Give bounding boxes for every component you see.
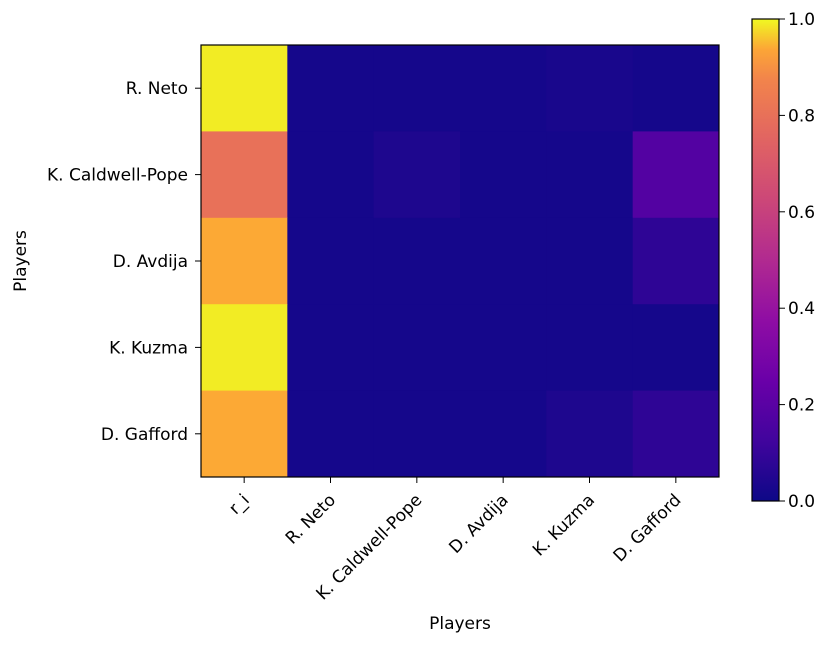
colorbar-tick-label: 0.8: [788, 106, 815, 126]
heatmap-cell: [287, 217, 375, 305]
y-tick-label: K. Kuzma: [109, 338, 188, 358]
heatmap-cell: [546, 131, 634, 219]
heatmap-cell: [460, 131, 547, 219]
heatmap-cell: [460, 217, 547, 305]
y-axis: R. Neto K. Caldwell-Pope D. Avdija K. Kuzma…: [47, 79, 201, 445]
heatmap-cell: [546, 45, 634, 132]
colorbar: [751, 18, 780, 502]
colorbar-tick-label: 1.0: [788, 10, 815, 30]
heatmap-cell: [201, 304, 288, 392]
y-tick-label: K. Caldwell-Pope: [47, 166, 188, 186]
colorbar-tick-label: 0.4: [788, 299, 815, 319]
heatmap-cell: [287, 131, 375, 219]
heatmap-cell: [373, 131, 461, 219]
heatmap-cell: [546, 390, 634, 478]
y-axis-label: Players: [11, 230, 31, 292]
colorbar-tick-label: 0.2: [788, 396, 815, 416]
x-tick-label: D. Avdija: [445, 490, 512, 557]
heatmap-cell: [201, 217, 288, 305]
heatmap-cell: [546, 217, 634, 305]
x-tick-label: r_i: [225, 490, 253, 518]
y-tick-label: D. Avdija: [113, 252, 188, 272]
heatmap-cell: [201, 390, 288, 478]
heatmap-cell: [460, 45, 547, 132]
heatmap-cell: [201, 45, 288, 132]
heatmap-cell: [373, 217, 461, 305]
heatmap-cell: [632, 304, 720, 392]
colorbar-ticks: 0.0 0.2 0.4 0.6 0.8 1.0: [779, 10, 815, 512]
heatmap-cell: [546, 304, 634, 392]
heatmap-cell: [373, 304, 461, 392]
heatmap-cell: [460, 304, 547, 392]
heatmap-cell: [287, 304, 375, 392]
x-axis-label: Players: [429, 614, 491, 634]
y-tick-label: R. Neto: [126, 79, 188, 99]
x-tick-label: D. Gafford: [610, 490, 686, 566]
heatmap-cells: [201, 45, 720, 478]
heatmap-cell: [632, 131, 720, 219]
heatmap-cell: [632, 45, 720, 132]
heatmap-cell: [287, 390, 375, 478]
x-tick-label: R. Neto: [282, 490, 340, 548]
heatmap-cell: [460, 390, 547, 478]
x-tick-label: K. Kuzma: [529, 490, 599, 560]
y-tick-label: D. Gafford: [101, 425, 188, 445]
heatmap-cell: [201, 131, 288, 219]
colorbar-tick-label: 0.0: [788, 492, 815, 512]
heatmap-cell: [632, 390, 720, 478]
heatmap-cell: [373, 390, 461, 478]
colorbar-tick-label: 0.6: [788, 203, 815, 223]
heatmap-cell: [373, 45, 461, 132]
heatmap-cell: [632, 217, 720, 305]
heatmap-cell: [287, 45, 375, 132]
